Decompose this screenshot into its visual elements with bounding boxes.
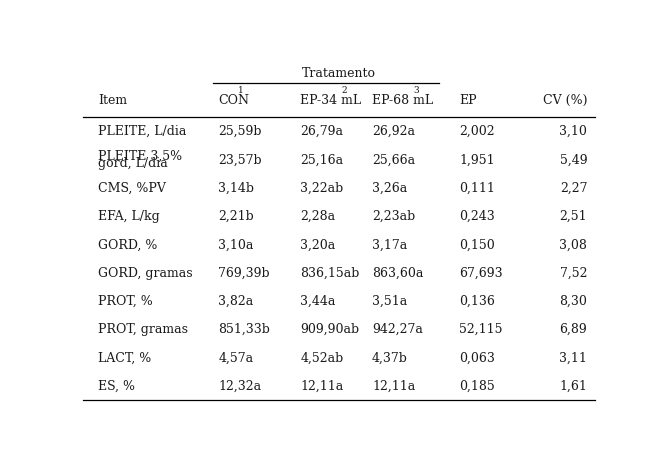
Text: 0,063: 0,063 bbox=[459, 351, 495, 365]
Text: 1: 1 bbox=[238, 86, 244, 95]
Text: 0,136: 0,136 bbox=[459, 295, 495, 308]
Text: 0,150: 0,150 bbox=[459, 238, 495, 251]
Text: PROT, gramas: PROT, gramas bbox=[98, 323, 188, 336]
Text: 12,11a: 12,11a bbox=[300, 380, 344, 393]
Text: CON: CON bbox=[218, 94, 249, 107]
Text: 2,21b: 2,21b bbox=[218, 210, 254, 223]
Text: 25,16a: 25,16a bbox=[300, 154, 344, 166]
Text: 26,79a: 26,79a bbox=[300, 125, 343, 138]
Text: 3,17a: 3,17a bbox=[372, 238, 407, 251]
Text: ES, %: ES, % bbox=[98, 380, 135, 393]
Text: 3,11: 3,11 bbox=[559, 351, 587, 365]
Text: 2,28a: 2,28a bbox=[300, 210, 336, 223]
Text: 3,08: 3,08 bbox=[559, 238, 587, 251]
Text: 2: 2 bbox=[341, 86, 347, 95]
Text: Tratamento: Tratamento bbox=[302, 67, 375, 80]
Text: EP-68 mL: EP-68 mL bbox=[372, 94, 433, 107]
Text: EP: EP bbox=[459, 94, 477, 107]
Text: 12,32a: 12,32a bbox=[218, 380, 262, 393]
Text: CMS, %PV: CMS, %PV bbox=[98, 182, 166, 195]
Text: 2,27: 2,27 bbox=[560, 182, 587, 195]
Text: CV (%): CV (%) bbox=[543, 94, 587, 107]
Text: 3,10a: 3,10a bbox=[218, 238, 254, 251]
Text: 4,37b: 4,37b bbox=[372, 351, 408, 365]
Text: 836,15ab: 836,15ab bbox=[300, 266, 360, 280]
Text: 942,27a: 942,27a bbox=[372, 323, 423, 336]
Text: PROT, %: PROT, % bbox=[98, 295, 153, 308]
Text: 25,66a: 25,66a bbox=[372, 154, 415, 166]
Text: 4,52ab: 4,52ab bbox=[300, 351, 344, 365]
Text: 3,10: 3,10 bbox=[559, 125, 587, 138]
Text: 851,33b: 851,33b bbox=[218, 323, 270, 336]
Text: 3,20a: 3,20a bbox=[300, 238, 336, 251]
Text: 3,14b: 3,14b bbox=[218, 182, 254, 195]
Text: 2,23ab: 2,23ab bbox=[372, 210, 415, 223]
Text: 3,44a: 3,44a bbox=[300, 295, 336, 308]
Text: 2,51: 2,51 bbox=[560, 210, 587, 223]
Text: 23,57b: 23,57b bbox=[218, 154, 262, 166]
Text: 12,11a: 12,11a bbox=[372, 380, 415, 393]
Text: PLEITE 3,5%: PLEITE 3,5% bbox=[98, 149, 182, 162]
Text: 909,90ab: 909,90ab bbox=[300, 323, 360, 336]
Text: 863,60a: 863,60a bbox=[372, 266, 424, 280]
Text: 3: 3 bbox=[413, 86, 418, 95]
Text: 0,185: 0,185 bbox=[459, 380, 495, 393]
Text: 7,52: 7,52 bbox=[560, 266, 587, 280]
Text: LACT, %: LACT, % bbox=[98, 351, 151, 365]
Text: 52,115: 52,115 bbox=[459, 323, 502, 336]
Text: 2,002: 2,002 bbox=[459, 125, 495, 138]
Text: 67,693: 67,693 bbox=[459, 266, 503, 280]
Text: 0,111: 0,111 bbox=[459, 182, 495, 195]
Text: 3,22ab: 3,22ab bbox=[300, 182, 344, 195]
Text: 6,89: 6,89 bbox=[559, 323, 587, 336]
Text: 1,61: 1,61 bbox=[559, 380, 587, 393]
Text: PLEITE, L/dia: PLEITE, L/dia bbox=[98, 125, 186, 138]
Text: 5,49: 5,49 bbox=[560, 154, 587, 166]
Text: 4,57a: 4,57a bbox=[218, 351, 254, 365]
Text: 25,59b: 25,59b bbox=[218, 125, 262, 138]
Text: gord, L/dia: gord, L/dia bbox=[98, 157, 168, 170]
Text: 3,51a: 3,51a bbox=[372, 295, 407, 308]
Text: 8,30: 8,30 bbox=[559, 295, 587, 308]
Text: 1,951: 1,951 bbox=[459, 154, 495, 166]
Text: 0,243: 0,243 bbox=[459, 210, 495, 223]
Text: GORD, gramas: GORD, gramas bbox=[98, 266, 192, 280]
Text: 3,82a: 3,82a bbox=[218, 295, 254, 308]
Text: 3,26a: 3,26a bbox=[372, 182, 407, 195]
Text: Item: Item bbox=[98, 94, 127, 107]
Text: 769,39b: 769,39b bbox=[218, 266, 270, 280]
Text: EP-34 mL: EP-34 mL bbox=[300, 94, 362, 107]
Text: EFA, L/kg: EFA, L/kg bbox=[98, 210, 160, 223]
Text: GORD, %: GORD, % bbox=[98, 238, 157, 251]
Text: 26,92a: 26,92a bbox=[372, 125, 415, 138]
